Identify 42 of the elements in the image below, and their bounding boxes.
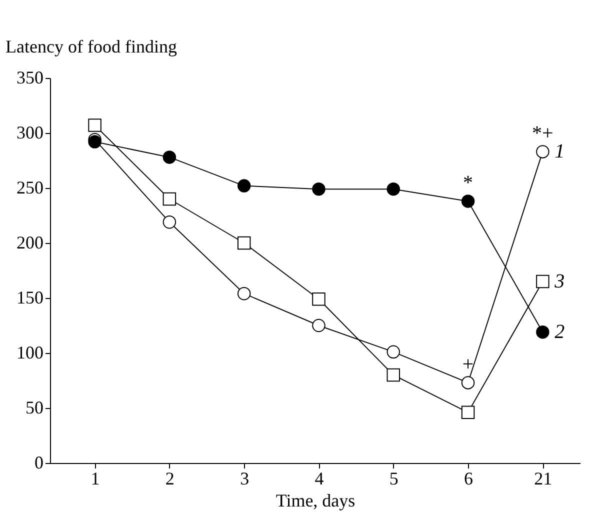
y-tick-label: 200 [16, 232, 44, 252]
point [536, 325, 550, 339]
y-axis-title: Latency of food finding [6, 36, 177, 56]
point [461, 406, 475, 420]
point [536, 145, 550, 158]
series-label: 1 [554, 140, 565, 163]
x-tick-label: 4 [314, 468, 324, 488]
point [237, 286, 251, 300]
x-tick-label: 21 [534, 468, 552, 488]
series-label: 2 [554, 321, 565, 344]
point [237, 179, 251, 192]
series-label: 3 [554, 270, 565, 292]
annotation: + [462, 354, 474, 376]
annotation: * [463, 172, 474, 194]
point [312, 292, 326, 306]
point [312, 318, 326, 332]
point [386, 182, 400, 196]
y-tick-label: 150 [16, 288, 44, 308]
x-tick-label: 5 [389, 468, 398, 488]
point [88, 118, 102, 132]
point [386, 345, 400, 359]
annotation: *+ [532, 122, 554, 145]
y-tick-label: 350 [16, 68, 44, 88]
point [312, 182, 326, 196]
x-axis-title: Time, days [276, 490, 356, 510]
y-tick-label: 300 [16, 122, 44, 142]
x-tick-label: 2 [165, 468, 174, 488]
point [162, 150, 176, 164]
point [162, 215, 176, 229]
point [461, 376, 475, 390]
x-tick-label: 6 [464, 468, 474, 488]
point [386, 368, 400, 382]
point [162, 192, 176, 206]
point [536, 274, 550, 288]
y-tick-label: 50 [26, 398, 44, 418]
x-tick-label: 3 [240, 468, 250, 488]
point [461, 194, 475, 208]
x-tick-label: 1 [90, 468, 100, 488]
y-tick-label: 250 [16, 178, 44, 198]
y-tick-label: 0 [34, 452, 44, 472]
y-tick-label: 100 [16, 342, 44, 362]
point [237, 236, 251, 250]
